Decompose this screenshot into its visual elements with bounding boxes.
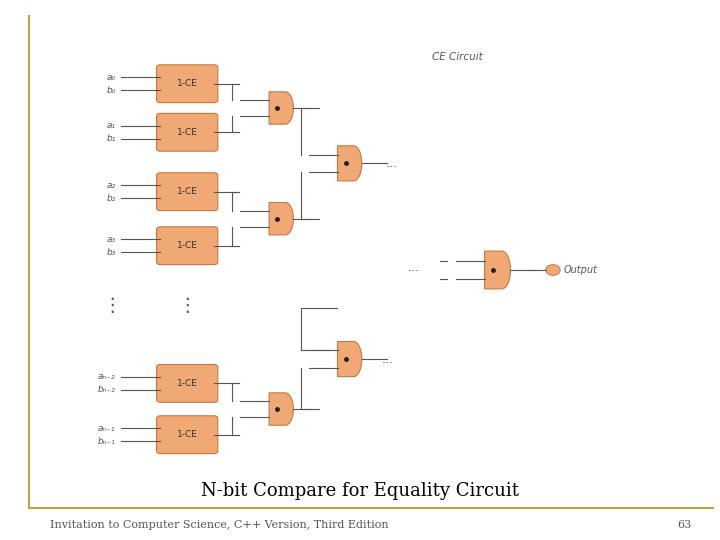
Text: a₃: a₃ bbox=[107, 235, 115, 244]
PathPatch shape bbox=[485, 251, 510, 289]
PathPatch shape bbox=[338, 146, 361, 181]
Text: Output: Output bbox=[564, 265, 598, 275]
Text: aₙ₋₁: aₙ₋₁ bbox=[98, 424, 115, 433]
PathPatch shape bbox=[338, 341, 361, 377]
Text: ...: ... bbox=[385, 157, 397, 170]
Text: aₙ₋₂: aₙ₋₂ bbox=[98, 373, 115, 381]
Text: ⋮: ⋮ bbox=[102, 295, 122, 315]
Text: 1-CE: 1-CE bbox=[177, 187, 197, 196]
Text: b₂: b₂ bbox=[106, 194, 115, 202]
Circle shape bbox=[546, 265, 560, 275]
Text: CE Circuit: CE Circuit bbox=[432, 52, 482, 62]
FancyBboxPatch shape bbox=[157, 227, 217, 265]
Text: b₁: b₁ bbox=[106, 134, 115, 143]
Text: Invitation to Computer Science, C++ Version, Third Edition: Invitation to Computer Science, C++ Vers… bbox=[50, 520, 389, 530]
Text: ⋮: ⋮ bbox=[177, 295, 197, 315]
Text: 1-CE: 1-CE bbox=[177, 128, 197, 137]
Text: bₙ₋₂: bₙ₋₂ bbox=[98, 386, 115, 394]
Text: ...: ... bbox=[408, 261, 420, 274]
PathPatch shape bbox=[269, 202, 293, 235]
FancyBboxPatch shape bbox=[157, 416, 217, 454]
Text: a₁: a₁ bbox=[107, 122, 115, 130]
Text: bₙ₋₁: bₙ₋₁ bbox=[98, 437, 115, 445]
FancyBboxPatch shape bbox=[157, 113, 217, 151]
PathPatch shape bbox=[269, 393, 293, 426]
Text: 1-CE: 1-CE bbox=[177, 379, 197, 388]
Text: 63: 63 bbox=[677, 520, 691, 530]
Text: b₀: b₀ bbox=[106, 86, 115, 94]
Text: a₀: a₀ bbox=[107, 73, 115, 82]
Text: a₂: a₂ bbox=[107, 181, 115, 190]
Text: 1-CE: 1-CE bbox=[177, 241, 197, 250]
FancyBboxPatch shape bbox=[157, 364, 217, 402]
PathPatch shape bbox=[269, 92, 293, 124]
Text: ...: ... bbox=[382, 353, 394, 366]
Text: N-bit Compare for Equality Circuit: N-bit Compare for Equality Circuit bbox=[201, 482, 519, 501]
Text: 1-CE: 1-CE bbox=[177, 430, 197, 439]
FancyBboxPatch shape bbox=[157, 173, 217, 211]
Text: 1-CE: 1-CE bbox=[177, 79, 197, 88]
FancyBboxPatch shape bbox=[157, 65, 217, 103]
Text: b₃: b₃ bbox=[106, 248, 115, 256]
